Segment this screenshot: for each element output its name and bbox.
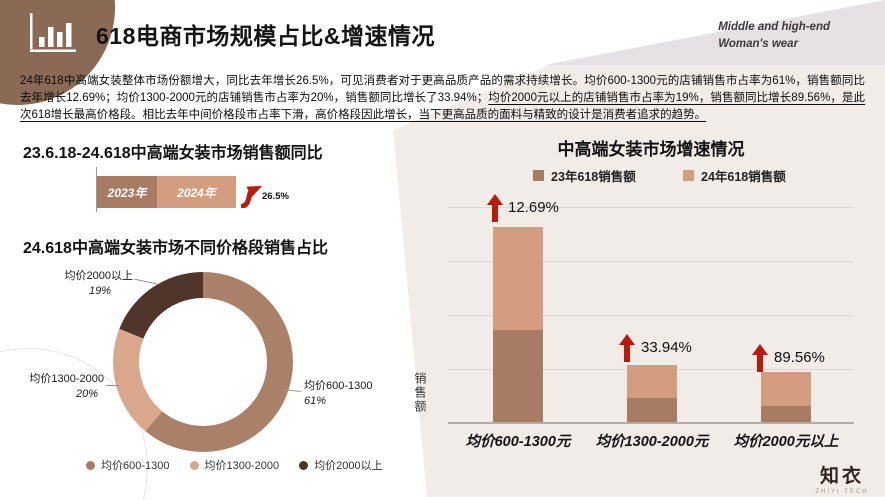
legend-item-2024: 24年618销售额 <box>683 166 786 185</box>
share-section-title: 24.618中高端女装市场不同价格段销售占比 <box>23 240 328 257</box>
legend-item: 均价1300-2000 <box>189 457 280 473</box>
bar-segment-2024 <box>493 227 543 330</box>
callout-leader-line <box>106 385 119 386</box>
legend-label: 均价600-1300 <box>101 460 170 472</box>
intro-text-underlined: 均价2000元以上的店铺销售市占率为19%，销售额同比增长89.56%，是此次6… <box>20 92 865 121</box>
header-subtitle-line2: Woman's wear <box>718 38 799 50</box>
callout-leader-line <box>134 278 157 285</box>
legend-swatch <box>683 170 694 181</box>
growth-pct-label: 89.56% <box>774 349 825 366</box>
price-share-donut-chart <box>113 272 293 452</box>
bar-segment-2024 <box>627 365 677 398</box>
legend-item-2023: 23年618销售额 <box>533 166 636 185</box>
bar-segment-2024 <box>761 372 811 406</box>
callout-pct: 19% <box>88 285 111 297</box>
up-arrow-icon <box>752 344 768 372</box>
gridline <box>448 207 854 208</box>
growth-pct-label: 33.94% <box>641 339 692 356</box>
y-axis-label: 销售额 <box>413 372 427 414</box>
bar-segment-2023 <box>493 330 543 422</box>
brand-logo-subtext: ZHIYI TECH <box>815 489 869 495</box>
legend-dot <box>299 460 309 470</box>
donut-callout-1300-2000: 均价1300-2000 20% <box>10 372 104 402</box>
yoy-bar-2023: 2023年 <box>97 176 157 208</box>
stacked-bar-600-1300 <box>493 227 543 422</box>
growth-pct-label: 12.69% <box>508 199 559 216</box>
legend-swatch <box>533 170 544 181</box>
page-title: 618电商市场规模占比&增速情况 <box>96 23 435 49</box>
bar-segment-2023 <box>627 398 677 422</box>
donut-legend: 均价600-1300 均价1300-2000 均价2000以上 <box>86 457 383 473</box>
legend-label: 23年618销售额 <box>551 170 636 184</box>
legend-dot <box>189 460 199 470</box>
growth-swoosh-arrow-icon <box>241 186 262 208</box>
yoy-growth-label: 26.5% <box>262 191 289 202</box>
callout-name: 均价2000以上 <box>64 270 133 282</box>
gridline <box>448 261 854 262</box>
gridline <box>448 315 854 316</box>
stacked-bar-2000plus <box>761 372 811 422</box>
legend-dot <box>86 460 95 470</box>
intro-text: 24年618中高端女装整体市场份额增大，同比去年增长26.5%，可见消费者对于更… <box>20 75 865 104</box>
yoy-bar: 2023年 2024年 <box>97 176 236 208</box>
brand-logo: 知衣 ZHIYI TECH <box>807 461 877 495</box>
donut-callout-2000plus: 均价2000以上 19% <box>15 269 133 299</box>
legend-label: 均价1300-2000 <box>204 460 280 472</box>
x-axis-label: 均价600-1300元 <box>465 434 571 450</box>
donut-callout-600-1300: 均价600-1300 61% <box>304 379 373 409</box>
legend-item: 均价600-1300 <box>86 457 170 473</box>
legend-label: 24年618销售额 <box>701 170 786 184</box>
callout-pct: 20% <box>75 388 98 400</box>
up-arrow-icon <box>487 194 503 222</box>
bar-chart-icon <box>30 13 76 52</box>
legend-item: 均价2000以上 <box>299 457 383 473</box>
x-axis-label: 均价1300-2000元 <box>595 434 709 450</box>
x-axis-line <box>448 422 854 424</box>
growth-chart-title: 中高端女装市场增速情况 <box>557 140 745 159</box>
header-subtitle-line1: Middle and high-end <box>718 21 830 33</box>
yoy-section-title: 23.6.18-24.618中高端女装市场销售额同比 <box>23 145 323 162</box>
up-arrow-icon <box>619 334 635 362</box>
brand-logo-text: 知衣 <box>819 466 864 487</box>
legend-label: 均价2000以上 <box>314 460 383 472</box>
header-corner-wedge <box>545 0 885 65</box>
callout-name: 均价1300-2000 <box>29 373 104 385</box>
yoy-bar-2024: 2024年 <box>157 176 236 208</box>
stacked-bar-1300-2000 <box>627 365 677 422</box>
header-subtitle: Middle and high-end Woman's wear <box>718 19 830 53</box>
yoy-axis-line <box>96 167 97 212</box>
callout-pct: 61% <box>304 395 327 407</box>
intro-paragraph: 24年618中高端女装整体市场份额增大，同比去年增长26.5%，可见消费者对于更… <box>20 73 865 124</box>
callout-name: 均价600-1300 <box>304 380 373 392</box>
bar-segment-2023 <box>761 406 811 422</box>
x-axis-label: 均价2000元以上 <box>733 434 839 450</box>
